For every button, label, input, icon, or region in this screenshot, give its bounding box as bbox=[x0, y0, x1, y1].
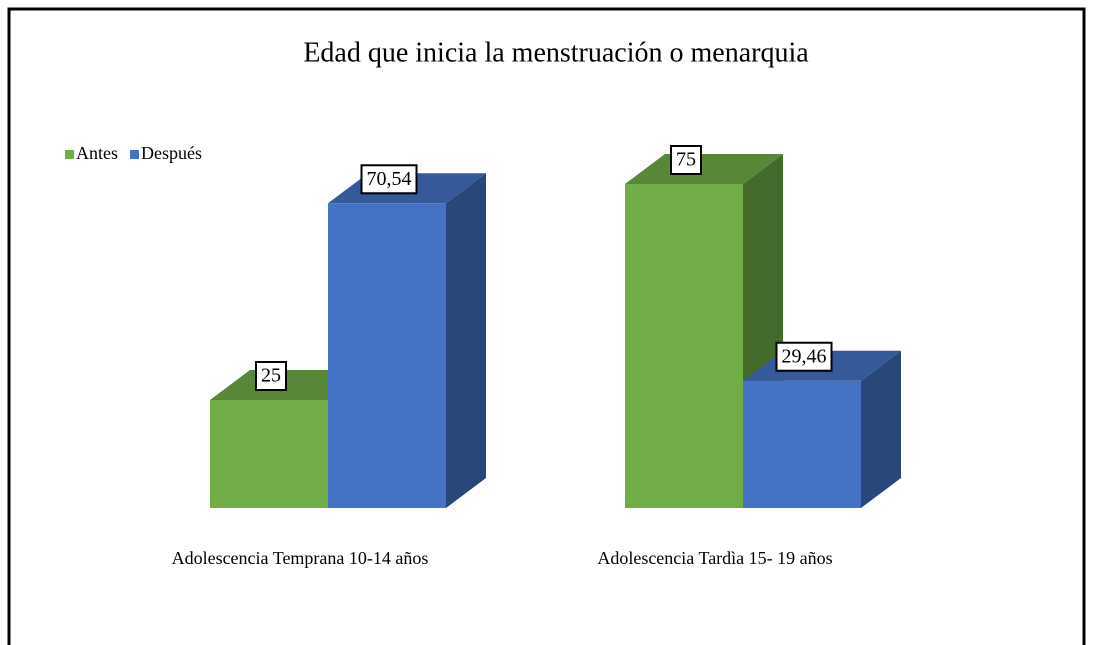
data-label: 75 bbox=[676, 149, 696, 171]
legend-swatch bbox=[65, 150, 74, 159]
bar-front bbox=[328, 203, 446, 508]
bar bbox=[328, 173, 486, 508]
bar-front bbox=[625, 184, 743, 508]
bar-side bbox=[446, 173, 486, 508]
x-tick-label: Adolescencia Temprana 10-14 años bbox=[172, 548, 429, 568]
bar-top bbox=[625, 154, 783, 184]
legend-swatch bbox=[130, 150, 139, 159]
data-label: 70,54 bbox=[367, 168, 412, 190]
bar-front bbox=[210, 400, 328, 508]
chart-title: Edad que inicia la menstruación o menarq… bbox=[303, 37, 809, 68]
data-label-box bbox=[670, 145, 702, 175]
chart-frame bbox=[7, 7, 1086, 645]
data-label: 25 bbox=[261, 365, 281, 387]
bar-front bbox=[743, 380, 861, 508]
data-label-box bbox=[255, 361, 287, 391]
legend-label: Después bbox=[141, 143, 202, 163]
data-label: 29,46 bbox=[782, 345, 827, 367]
bar bbox=[743, 350, 901, 508]
legend-label: Antes bbox=[76, 143, 118, 163]
bar-side bbox=[861, 350, 901, 508]
data-label-box bbox=[360, 164, 418, 195]
x-tick-label: Adolescencia Tardìa 15- 19 años bbox=[597, 548, 832, 568]
data-label-box bbox=[775, 341, 833, 372]
